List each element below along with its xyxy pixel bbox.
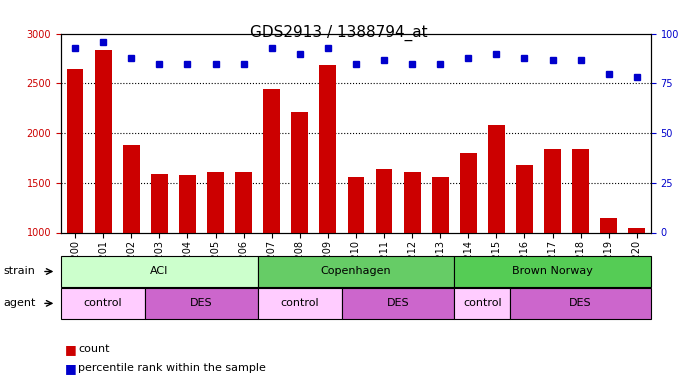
Bar [572, 149, 589, 332]
Text: DES: DES [386, 298, 410, 308]
Text: agent: agent [3, 298, 36, 308]
Bar [488, 124, 505, 332]
Bar [263, 89, 280, 332]
Bar [123, 145, 140, 332]
Bar [376, 169, 393, 332]
Bar [600, 217, 617, 332]
Text: strain: strain [3, 267, 35, 276]
Text: DES: DES [190, 298, 213, 308]
Text: percentile rank within the sample: percentile rank within the sample [78, 363, 266, 373]
Text: Brown Norway: Brown Norway [512, 267, 593, 276]
Text: control: control [84, 298, 123, 308]
Bar [292, 112, 308, 332]
Bar [319, 64, 336, 332]
Bar [66, 69, 83, 332]
Text: count: count [78, 345, 109, 354]
Text: ACI: ACI [150, 267, 169, 276]
Bar [460, 153, 477, 332]
Bar [403, 172, 420, 332]
Bar [348, 177, 364, 332]
Bar [179, 175, 196, 332]
Text: ■: ■ [64, 343, 76, 356]
Bar [235, 172, 252, 332]
Bar [544, 148, 561, 332]
Text: ■: ■ [64, 362, 76, 375]
Bar [151, 174, 167, 332]
Bar [629, 228, 645, 332]
Text: DES: DES [570, 298, 592, 308]
Text: control: control [281, 298, 319, 308]
Bar [95, 50, 112, 332]
Bar [207, 172, 224, 332]
Bar [516, 165, 533, 332]
Text: Copenhagen: Copenhagen [321, 267, 391, 276]
Bar [432, 177, 449, 332]
Text: GDS2913 / 1388794_at: GDS2913 / 1388794_at [250, 24, 428, 40]
Text: control: control [463, 298, 502, 308]
